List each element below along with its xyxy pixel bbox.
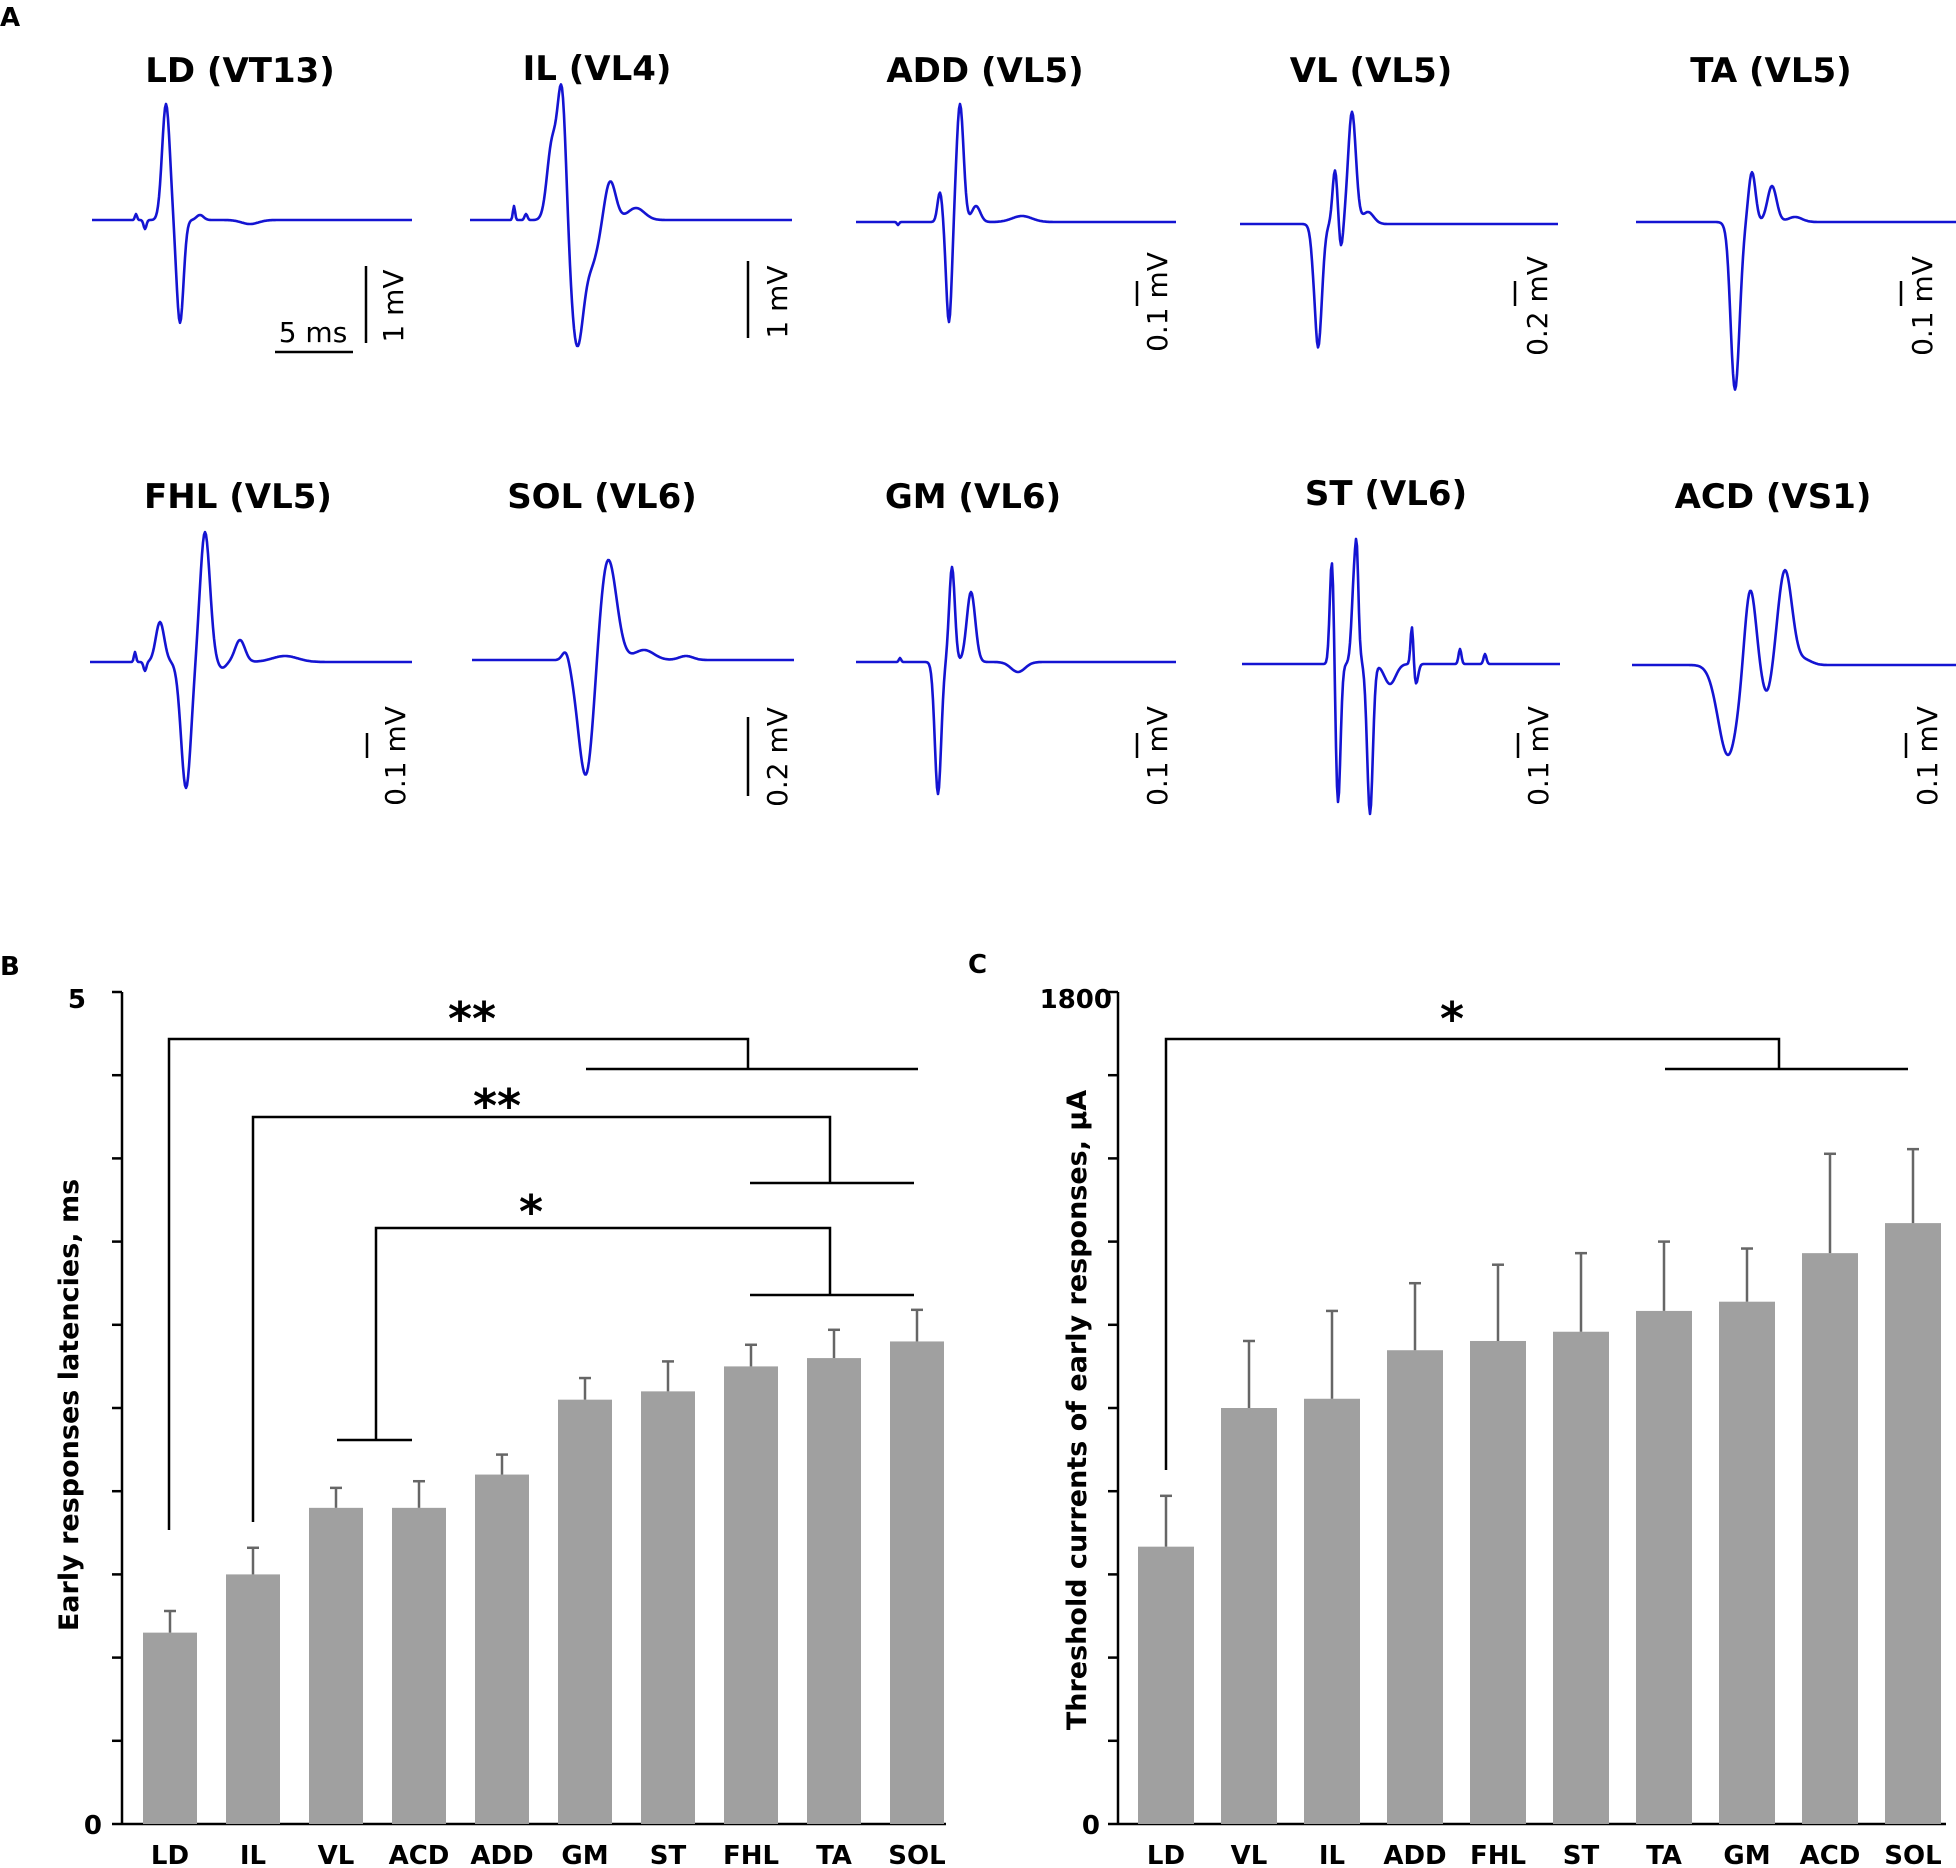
trace-title-vl: VL (VL5) xyxy=(1290,51,1453,91)
chart-c-xtick-st: ST xyxy=(1563,1841,1600,1868)
trace-1 xyxy=(91,102,413,325)
trace-title-gm: GM (VL6) xyxy=(885,477,1061,517)
trace-3 xyxy=(855,102,1177,324)
trace-title-add: ADD (VL5) xyxy=(886,51,1083,91)
chart-b-sig-1: ** xyxy=(448,992,496,1046)
chart-b-xtick-ta: TA xyxy=(816,1841,852,1868)
trace-7 xyxy=(471,558,795,776)
amp-label-acd: 0.1 mV xyxy=(1911,706,1944,806)
trace-4 xyxy=(1239,110,1559,349)
bracket-il xyxy=(251,1115,832,1522)
chart-b-xtick-gm: GM xyxy=(561,1841,608,1868)
trace-8 xyxy=(855,565,1177,796)
chart-b-ylabel: Early responses latencies, ms xyxy=(54,1179,85,1631)
trace-title-acd: ACD (VS1) xyxy=(1675,477,1872,517)
amp-label-vl: 0.2 mV xyxy=(1521,256,1554,356)
chart-b-sig-2: ** xyxy=(473,1079,521,1133)
chart-b-xtick-ld: LD xyxy=(151,1841,189,1868)
trace-9 xyxy=(1241,537,1561,816)
traces-group xyxy=(89,83,1956,816)
chart-c-xtick-ld: LD xyxy=(1147,1841,1185,1868)
trace-title-st: ST (VL6) xyxy=(1305,474,1467,514)
chart-c-bar-st xyxy=(1553,1331,1609,1824)
chart-c-xtick-il: IL xyxy=(1319,1841,1345,1868)
chart-c-xtick-add: ADD xyxy=(1383,1841,1446,1868)
chart-c-bar-ta xyxy=(1636,1310,1692,1824)
amp-label-gm: 0.1 mV xyxy=(1141,706,1174,806)
amp-label-ta: 0.1 mV xyxy=(1906,256,1939,356)
trace-title-fhl: FHL (VL5) xyxy=(144,477,332,517)
chart-c-significance-brackets xyxy=(1164,1037,1908,1470)
chart-b: LD IL VL ACD ADD GM ST FHL TA SOL 5 0 Early respo… xyxy=(54,985,946,1868)
chart-c-ytick-max: 1800 xyxy=(1040,985,1112,1015)
chart-c-xtick-gm: GM xyxy=(1723,1841,1770,1868)
amp-label-il: 1 mV xyxy=(761,265,794,338)
trace-2 xyxy=(469,83,793,348)
chart-c-bar-sol xyxy=(1885,1223,1941,1824)
chart-b-category-labels: LD IL VL ACD ADD GM ST FHL TA SOL xyxy=(151,1841,946,1868)
chart-b-bar-vl xyxy=(309,1507,363,1824)
chart-c-bar-il xyxy=(1304,1398,1360,1824)
amp-label-sol: 0.2 mV xyxy=(761,707,794,807)
chart-c-bar-add xyxy=(1387,1350,1443,1824)
bracket-ld-c xyxy=(1164,1037,1781,1470)
chart-b-ytick-min: 0 xyxy=(84,1811,102,1841)
trace-6 xyxy=(89,530,413,790)
trace-title-il: IL (VL4) xyxy=(523,49,672,89)
chart-b-significance-brackets xyxy=(167,1037,918,1530)
chart-b-xtick-st: ST xyxy=(650,1841,687,1868)
trace-10 xyxy=(1631,568,1956,757)
panel-b-label: B xyxy=(0,952,20,982)
chart-c-ylabel: Threshold currents of early responses, µ… xyxy=(1062,1090,1093,1730)
bracket-vl-acd xyxy=(374,1226,832,1440)
chart-b-xtick-sol: SOL xyxy=(888,1841,945,1868)
chart-b-ytick-max: 5 xyxy=(68,985,86,1015)
chart-b-xtick-vl: VL xyxy=(318,1841,355,1868)
trace-title-ld: LD (VT13) xyxy=(145,51,335,91)
chart-b-xtick-fhl: FHL xyxy=(723,1841,779,1868)
bracket-ld xyxy=(167,1037,750,1530)
chart-c-bar-vl xyxy=(1221,1408,1277,1824)
chart-b-xtick-il: IL xyxy=(240,1841,266,1868)
chart-b-bar-sol xyxy=(890,1341,944,1824)
chart-b-bar-st xyxy=(641,1391,695,1824)
amp-label-fhl: 0.1 mV xyxy=(379,706,412,806)
chart-b-bar-ld xyxy=(143,1632,197,1824)
chart-b-bar-add xyxy=(475,1474,529,1824)
chart-c-sig-1: * xyxy=(1440,992,1464,1046)
chart-c: LD VL IL ADD FHL ST TA GM ACD SOL 1800 0 Threshol… xyxy=(1040,985,1946,1868)
chart-c-bar-ld xyxy=(1138,1546,1194,1824)
trace-5 xyxy=(1635,170,1956,391)
chart-b-xtick-add: ADD xyxy=(470,1841,533,1868)
chart-b-sig-3: * xyxy=(519,1185,543,1239)
trace-title-sol: SOL (VL6) xyxy=(507,477,697,517)
chart-c-ytick-min: 0 xyxy=(1082,1811,1100,1841)
chart-b-bar-ta xyxy=(807,1358,861,1824)
chart-c-xtick-acd: ACD xyxy=(1800,1841,1861,1868)
chart-b-bar-il xyxy=(226,1574,280,1824)
chart-b-bar-fhl xyxy=(724,1366,778,1824)
chart-c-bar-fhl xyxy=(1470,1340,1526,1824)
panel-c-label: C xyxy=(968,950,987,980)
chart-b-bars xyxy=(143,1308,944,1824)
trace-title-ta: TA (VL5) xyxy=(1690,51,1851,91)
amp-label-add: 0.1 mV xyxy=(1141,252,1174,352)
chart-c-bar-gm xyxy=(1719,1301,1775,1824)
amp-label-ld: 1 mV xyxy=(377,269,410,342)
amp-label-st: 0.1 mV xyxy=(1522,706,1555,806)
scalebars xyxy=(275,261,1908,796)
panel-a-label: A xyxy=(0,3,20,33)
chart-c-xtick-sol: SOL xyxy=(1884,1841,1941,1868)
chart-c-xtick-vl: VL xyxy=(1231,1841,1268,1868)
chart-b-bar-gm xyxy=(558,1399,612,1824)
chart-c-category-labels: LD VL IL ADD FHL ST TA GM ACD SOL xyxy=(1147,1841,1942,1868)
time-scalebar-label: 5 ms xyxy=(279,316,348,349)
chart-b-bar-acd xyxy=(392,1507,446,1824)
chart-c-bar-acd xyxy=(1802,1253,1858,1824)
chart-c-xtick-ta: TA xyxy=(1646,1841,1682,1868)
chart-b-xtick-acd: ACD xyxy=(389,1841,450,1868)
chart-c-xtick-fhl: FHL xyxy=(1470,1841,1526,1868)
chart-c-bars xyxy=(1138,1147,1941,1824)
